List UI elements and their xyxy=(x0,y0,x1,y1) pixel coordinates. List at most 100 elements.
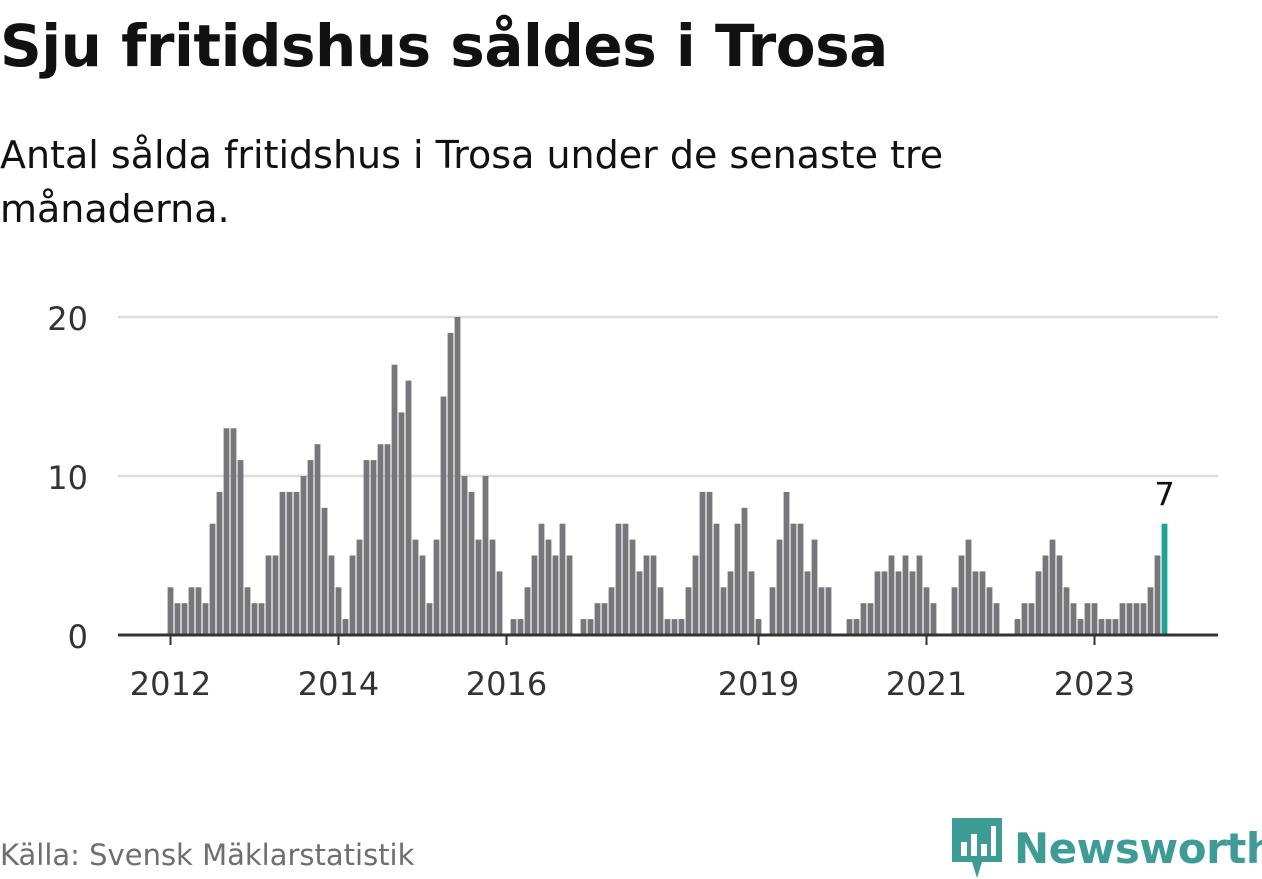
bar xyxy=(559,523,566,635)
bar xyxy=(636,571,643,635)
bar xyxy=(776,539,783,635)
bar xyxy=(426,603,433,635)
bar xyxy=(608,587,615,635)
highlight-value-label: 7 xyxy=(1154,476,1174,514)
bar xyxy=(440,396,447,635)
bar xyxy=(615,523,622,635)
bar xyxy=(1126,603,1133,635)
bar xyxy=(755,619,762,635)
bar xyxy=(1042,555,1049,635)
bar xyxy=(335,587,342,635)
bar xyxy=(349,555,356,635)
x-tick-label: 2014 xyxy=(298,665,379,703)
bar xyxy=(965,539,972,635)
bar xyxy=(342,619,349,635)
bar xyxy=(1077,619,1084,635)
bar xyxy=(202,603,209,635)
bar xyxy=(699,491,706,635)
bar xyxy=(958,555,965,635)
bar xyxy=(272,555,279,635)
bar xyxy=(475,539,482,635)
bar xyxy=(1098,619,1105,635)
bar xyxy=(902,555,909,635)
bar xyxy=(363,460,370,635)
bar xyxy=(489,539,496,635)
bar xyxy=(328,555,335,635)
bar xyxy=(419,555,426,635)
chart-title: Sju fritidshus såldes i Trosa xyxy=(0,12,888,80)
bar xyxy=(825,587,832,635)
bar xyxy=(566,555,573,635)
bar xyxy=(881,571,888,635)
bar xyxy=(433,539,440,635)
bar xyxy=(916,555,923,635)
bar xyxy=(720,587,727,635)
bar xyxy=(1070,603,1077,635)
bar xyxy=(1140,603,1147,635)
bar xyxy=(258,603,265,635)
bar xyxy=(685,587,692,635)
bar xyxy=(713,523,720,635)
bar xyxy=(664,619,671,635)
y-tick-label: 10 xyxy=(47,459,88,497)
bar xyxy=(797,523,804,635)
bar xyxy=(629,539,636,635)
bar xyxy=(1049,539,1056,635)
bar xyxy=(496,571,503,635)
brand-name: Newsworthy xyxy=(1014,823,1262,873)
bar xyxy=(909,571,916,635)
bar xyxy=(391,364,398,635)
bar xyxy=(454,317,461,635)
bar xyxy=(405,380,412,635)
chart-subtitle: Antal sålda fritidshus i Trosa under de … xyxy=(0,133,944,231)
bar xyxy=(804,571,811,635)
bar xyxy=(237,460,244,635)
bar xyxy=(174,603,181,635)
bar xyxy=(1133,603,1140,635)
bar xyxy=(167,587,174,635)
y-tick-label: 0 xyxy=(68,618,88,656)
bar xyxy=(853,619,860,635)
bar xyxy=(461,476,468,635)
bar xyxy=(594,603,601,635)
bar xyxy=(377,444,384,635)
bar xyxy=(398,412,405,635)
bar xyxy=(223,428,230,635)
bar xyxy=(790,523,797,635)
bar xyxy=(874,571,881,635)
bar xyxy=(300,476,307,635)
bar xyxy=(384,444,391,635)
bar xyxy=(1105,619,1112,635)
bar xyxy=(811,539,818,635)
bar xyxy=(1028,603,1035,635)
bar xyxy=(216,491,223,635)
bar xyxy=(307,460,314,635)
bar xyxy=(846,619,853,635)
bar xyxy=(783,491,790,635)
bar xyxy=(209,523,216,635)
bar xyxy=(230,428,237,635)
bar xyxy=(265,555,272,635)
bar xyxy=(650,555,657,635)
bar xyxy=(1154,555,1161,635)
x-tick-label: 2023 xyxy=(1054,665,1135,703)
bar xyxy=(538,523,545,635)
bar xyxy=(671,619,678,635)
newsworthy-logo: Newsworthy xyxy=(952,818,1262,878)
bar xyxy=(188,587,195,635)
bar xyxy=(286,491,293,635)
bar xyxy=(517,619,524,635)
bar xyxy=(552,555,559,635)
bar xyxy=(888,555,895,635)
bar xyxy=(1084,603,1091,635)
bar xyxy=(587,619,594,635)
bar xyxy=(986,587,993,635)
bar xyxy=(181,603,188,635)
x-tick-label: 2019 xyxy=(718,665,799,703)
bar xyxy=(643,555,650,635)
bar xyxy=(1063,587,1070,635)
bar xyxy=(279,491,286,635)
bar xyxy=(895,571,902,635)
bar xyxy=(321,507,328,635)
bar xyxy=(468,491,475,635)
